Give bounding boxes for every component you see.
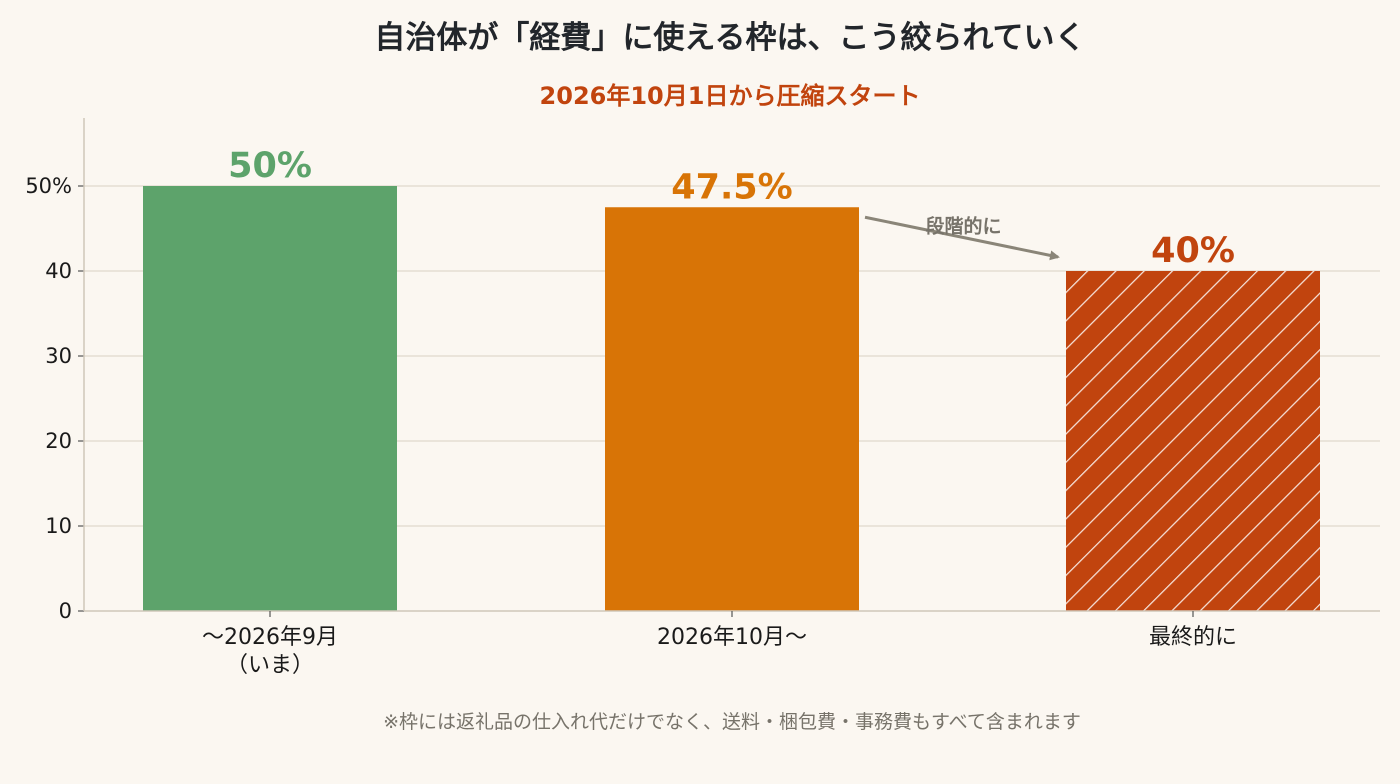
y-tick-label: 30 bbox=[45, 344, 72, 368]
x-tick-label: （いま） bbox=[226, 653, 314, 678]
label-layer: 50% 47.5% 40% bbox=[228, 146, 1235, 271]
chart-subtitle: 2026年10月1日から圧縮スタート bbox=[540, 82, 921, 110]
y-tick-label: 10 bbox=[45, 514, 72, 538]
footnote: ※枠には返礼品の仕入れ代だけでなく、送料・梱包費・事務費もすべて含まれます bbox=[383, 711, 1081, 733]
data-label: 40% bbox=[1151, 231, 1235, 271]
data-label: 47.5% bbox=[671, 167, 792, 207]
chart-title: 自治体が「経費」に使える枠は、こう絞られていく bbox=[374, 20, 1085, 56]
data-label: 50% bbox=[228, 146, 312, 186]
progression-annotation: 段階的に bbox=[864, 214, 1060, 261]
progression-arrow bbox=[864, 215, 1060, 261]
progression-annotation-label: 段階的に bbox=[925, 214, 1001, 237]
bar bbox=[143, 186, 397, 611]
axis-layer: 0 10 20 30 40 50% 〜2026年9月 （いま） 2026年10月〜 最終的に bbox=[25, 118, 1380, 678]
bar bbox=[605, 207, 859, 611]
x-tick-label: 〜2026年9月 bbox=[202, 625, 338, 650]
bar bbox=[1066, 271, 1320, 611]
y-tick-label: 50% bbox=[25, 174, 72, 198]
y-tick-label: 20 bbox=[45, 429, 72, 453]
x-tick-label: 2026年10月〜 bbox=[657, 625, 807, 650]
y-tick-label: 40 bbox=[45, 259, 72, 283]
y-tick-label: 0 bbox=[59, 599, 72, 623]
bar-layer bbox=[143, 186, 1320, 611]
x-tick-label: 最終的に bbox=[1149, 625, 1237, 650]
